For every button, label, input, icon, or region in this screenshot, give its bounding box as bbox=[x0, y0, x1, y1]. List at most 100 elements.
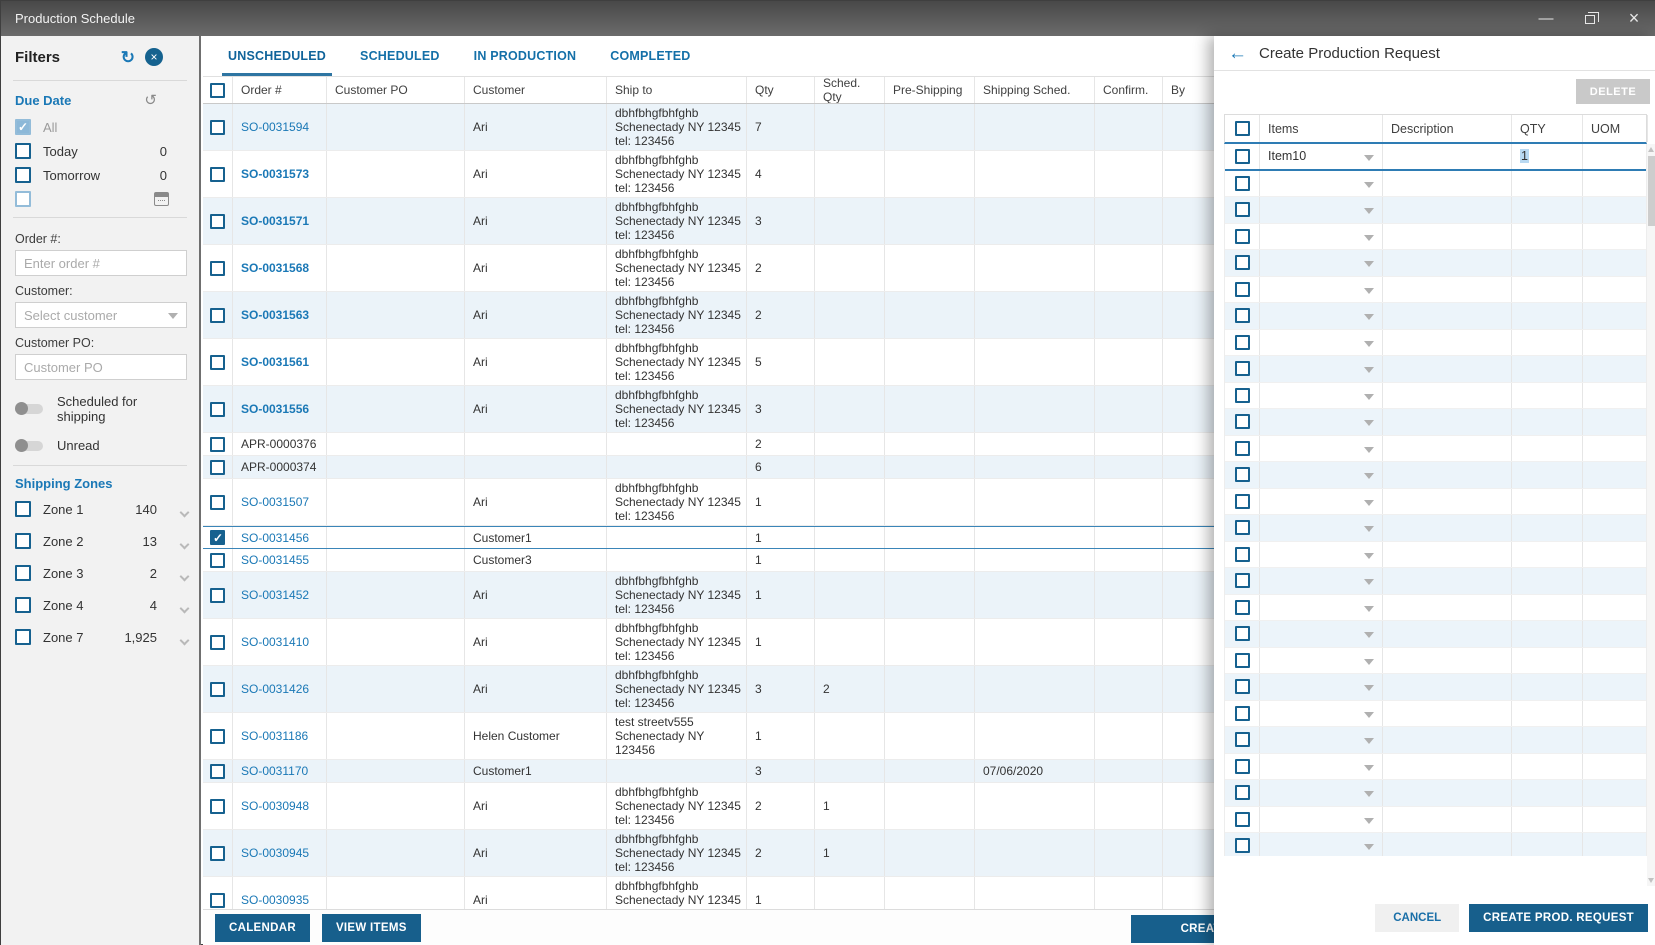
description-cell[interactable] bbox=[1383, 250, 1512, 276]
table-row[interactable]: SO-0031571 Ari dbhfbhgfbhfghb Schenectad… bbox=[203, 198, 1214, 245]
zone-checkbox[interactable] bbox=[15, 533, 31, 549]
panel-row-checkbox[interactable] bbox=[1234, 255, 1250, 271]
row-checkbox[interactable] bbox=[210, 552, 225, 568]
uom-cell[interactable] bbox=[1583, 171, 1646, 197]
create-prod-request-submit-button[interactable]: CREATE PROD. REQUEST bbox=[1469, 904, 1648, 932]
row-checkbox[interactable] bbox=[210, 587, 225, 603]
panel-select-all-checkbox[interactable] bbox=[1234, 121, 1250, 136]
uom-cell[interactable] bbox=[1583, 303, 1646, 329]
refresh-filters-icon[interactable]: ↻ bbox=[120, 47, 135, 67]
panel-empty-row[interactable] bbox=[1225, 276, 1646, 303]
column-header[interactable]: Pre-Shipping bbox=[885, 77, 975, 103]
zone-checkbox[interactable] bbox=[15, 597, 31, 613]
panel-row-checkbox[interactable] bbox=[1234, 785, 1250, 801]
panel-scrollbar[interactable] bbox=[1647, 144, 1655, 886]
minimize-icon[interactable]: — bbox=[1538, 10, 1554, 27]
toggle-switch[interactable] bbox=[15, 438, 43, 452]
order-number-link[interactable]: APR-0000376 bbox=[241, 437, 317, 451]
item-select[interactable] bbox=[1260, 329, 1383, 355]
uom-cell[interactable] bbox=[1583, 409, 1646, 435]
uom-cell[interactable] bbox=[1583, 224, 1646, 250]
calendar-icon[interactable] bbox=[154, 192, 169, 206]
uom-cell[interactable] bbox=[1583, 621, 1646, 647]
description-cell[interactable] bbox=[1383, 329, 1512, 355]
panel-empty-row[interactable] bbox=[1225, 594, 1646, 621]
table-row[interactable]: SO-0030945 Ari dbhfbhgfbhfghb Schenectad… bbox=[203, 830, 1214, 877]
order-number-link[interactable]: SO-0031573 bbox=[241, 167, 310, 181]
order-number-link[interactable]: SO-0031568 bbox=[241, 261, 310, 275]
qty-input-cell[interactable] bbox=[1512, 409, 1583, 435]
table-row[interactable]: SO-0031563 Ari dbhfbhgfbhfghb Schenectad… bbox=[203, 292, 1214, 339]
qty-input-cell[interactable] bbox=[1512, 356, 1583, 382]
table-row[interactable]: SO-0031568 Ari dbhfbhgfbhfghb Schenectad… bbox=[203, 245, 1214, 292]
due-date-checkbox[interactable] bbox=[15, 191, 31, 207]
uom-cell[interactable] bbox=[1583, 515, 1646, 541]
table-row[interactable]: SO-0031452 Ari dbhfbhgfbhfghb Schenectad… bbox=[203, 572, 1214, 619]
description-cell[interactable] bbox=[1383, 170, 1512, 196]
description-cell[interactable] bbox=[1383, 462, 1512, 488]
due-date-checkbox[interactable] bbox=[15, 167, 31, 183]
qty-input-cell[interactable] bbox=[1512, 303, 1583, 329]
order-number-link[interactable]: SO-0031571 bbox=[241, 214, 310, 228]
row-checkbox[interactable] bbox=[210, 436, 225, 452]
row-checkbox[interactable] bbox=[210, 459, 225, 475]
panel-row-checkbox[interactable] bbox=[1234, 838, 1250, 854]
panel-empty-row[interactable] bbox=[1225, 170, 1646, 197]
panel-item-row[interactable]: Item10 1 bbox=[1225, 144, 1646, 171]
panel-empty-row[interactable] bbox=[1225, 356, 1646, 383]
uom-cell[interactable] bbox=[1583, 807, 1646, 833]
qty-input-cell[interactable] bbox=[1512, 594, 1583, 620]
uom-cell[interactable] bbox=[1583, 277, 1646, 303]
table-row[interactable]: SO-0031573 Ari dbhfbhgfbhfghb Schenectad… bbox=[203, 151, 1214, 198]
order-number-link[interactable]: SO-0031561 bbox=[241, 355, 310, 369]
panel-row-checkbox[interactable] bbox=[1234, 520, 1250, 536]
column-header[interactable]: Confirm. bbox=[1095, 77, 1163, 103]
tab[interactable]: COMPLETED bbox=[610, 49, 691, 63]
qty-input-cell[interactable] bbox=[1512, 700, 1583, 726]
qty-input-cell[interactable] bbox=[1512, 515, 1583, 541]
item-select[interactable] bbox=[1260, 621, 1383, 647]
panel-row-checkbox[interactable] bbox=[1234, 228, 1250, 244]
panel-empty-row[interactable] bbox=[1225, 462, 1646, 489]
panel-row-checkbox[interactable] bbox=[1234, 361, 1250, 377]
item-select[interactable] bbox=[1260, 515, 1383, 541]
description-cell[interactable] bbox=[1383, 435, 1512, 461]
zone-checkbox[interactable] bbox=[15, 565, 31, 581]
panel-empty-row[interactable] bbox=[1225, 382, 1646, 409]
table-row[interactable]: SO-0031456 Customer1 1 bbox=[203, 526, 1214, 549]
row-checkbox[interactable] bbox=[210, 260, 225, 276]
description-cell[interactable] bbox=[1383, 144, 1512, 169]
panel-empty-row[interactable] bbox=[1225, 674, 1646, 701]
panel-empty-row[interactable] bbox=[1225, 223, 1646, 250]
due-date-checkbox[interactable] bbox=[15, 119, 31, 135]
qty-input-cell[interactable] bbox=[1512, 170, 1583, 196]
description-cell[interactable] bbox=[1383, 382, 1512, 408]
panel-column-header[interactable]: Description bbox=[1383, 115, 1512, 142]
item-select[interactable]: Item10 bbox=[1260, 144, 1383, 169]
qty-input-cell[interactable] bbox=[1512, 647, 1583, 673]
row-checkbox[interactable] bbox=[210, 166, 225, 182]
panel-empty-row[interactable] bbox=[1225, 303, 1646, 330]
panel-row-checkbox[interactable] bbox=[1234, 679, 1250, 695]
description-cell[interactable] bbox=[1383, 780, 1512, 806]
qty-input-cell[interactable] bbox=[1512, 197, 1583, 223]
description-cell[interactable] bbox=[1383, 833, 1512, 856]
panel-row-checkbox[interactable] bbox=[1234, 308, 1250, 324]
panel-row-checkbox[interactable] bbox=[1234, 573, 1250, 589]
scroll-up-icon[interactable] bbox=[1648, 147, 1654, 152]
tab[interactable]: SCHEDULED bbox=[360, 49, 440, 63]
order-number-link[interactable]: SO-0031563 bbox=[241, 308, 310, 322]
description-cell[interactable] bbox=[1383, 488, 1512, 514]
qty-input-cell[interactable] bbox=[1512, 329, 1583, 355]
panel-empty-row[interactable] bbox=[1225, 488, 1646, 515]
item-select[interactable] bbox=[1260, 223, 1383, 249]
zone-expand-icon[interactable] bbox=[179, 537, 190, 550]
table-row[interactable]: SO-0031410 Ari dbhfbhgfbhfghb Schenectad… bbox=[203, 619, 1214, 666]
table-row[interactable]: SO-0031186 Helen Customer test streetv55… bbox=[203, 713, 1214, 760]
panel-empty-row[interactable] bbox=[1225, 515, 1646, 542]
due-date-option-row[interactable]: Tomorrow 0 bbox=[1, 163, 199, 187]
row-checkbox[interactable] bbox=[210, 763, 225, 779]
item-select[interactable] bbox=[1260, 727, 1383, 753]
description-cell[interactable] bbox=[1383, 753, 1512, 779]
zone-row[interactable]: Zone 2 13 bbox=[1, 525, 199, 557]
